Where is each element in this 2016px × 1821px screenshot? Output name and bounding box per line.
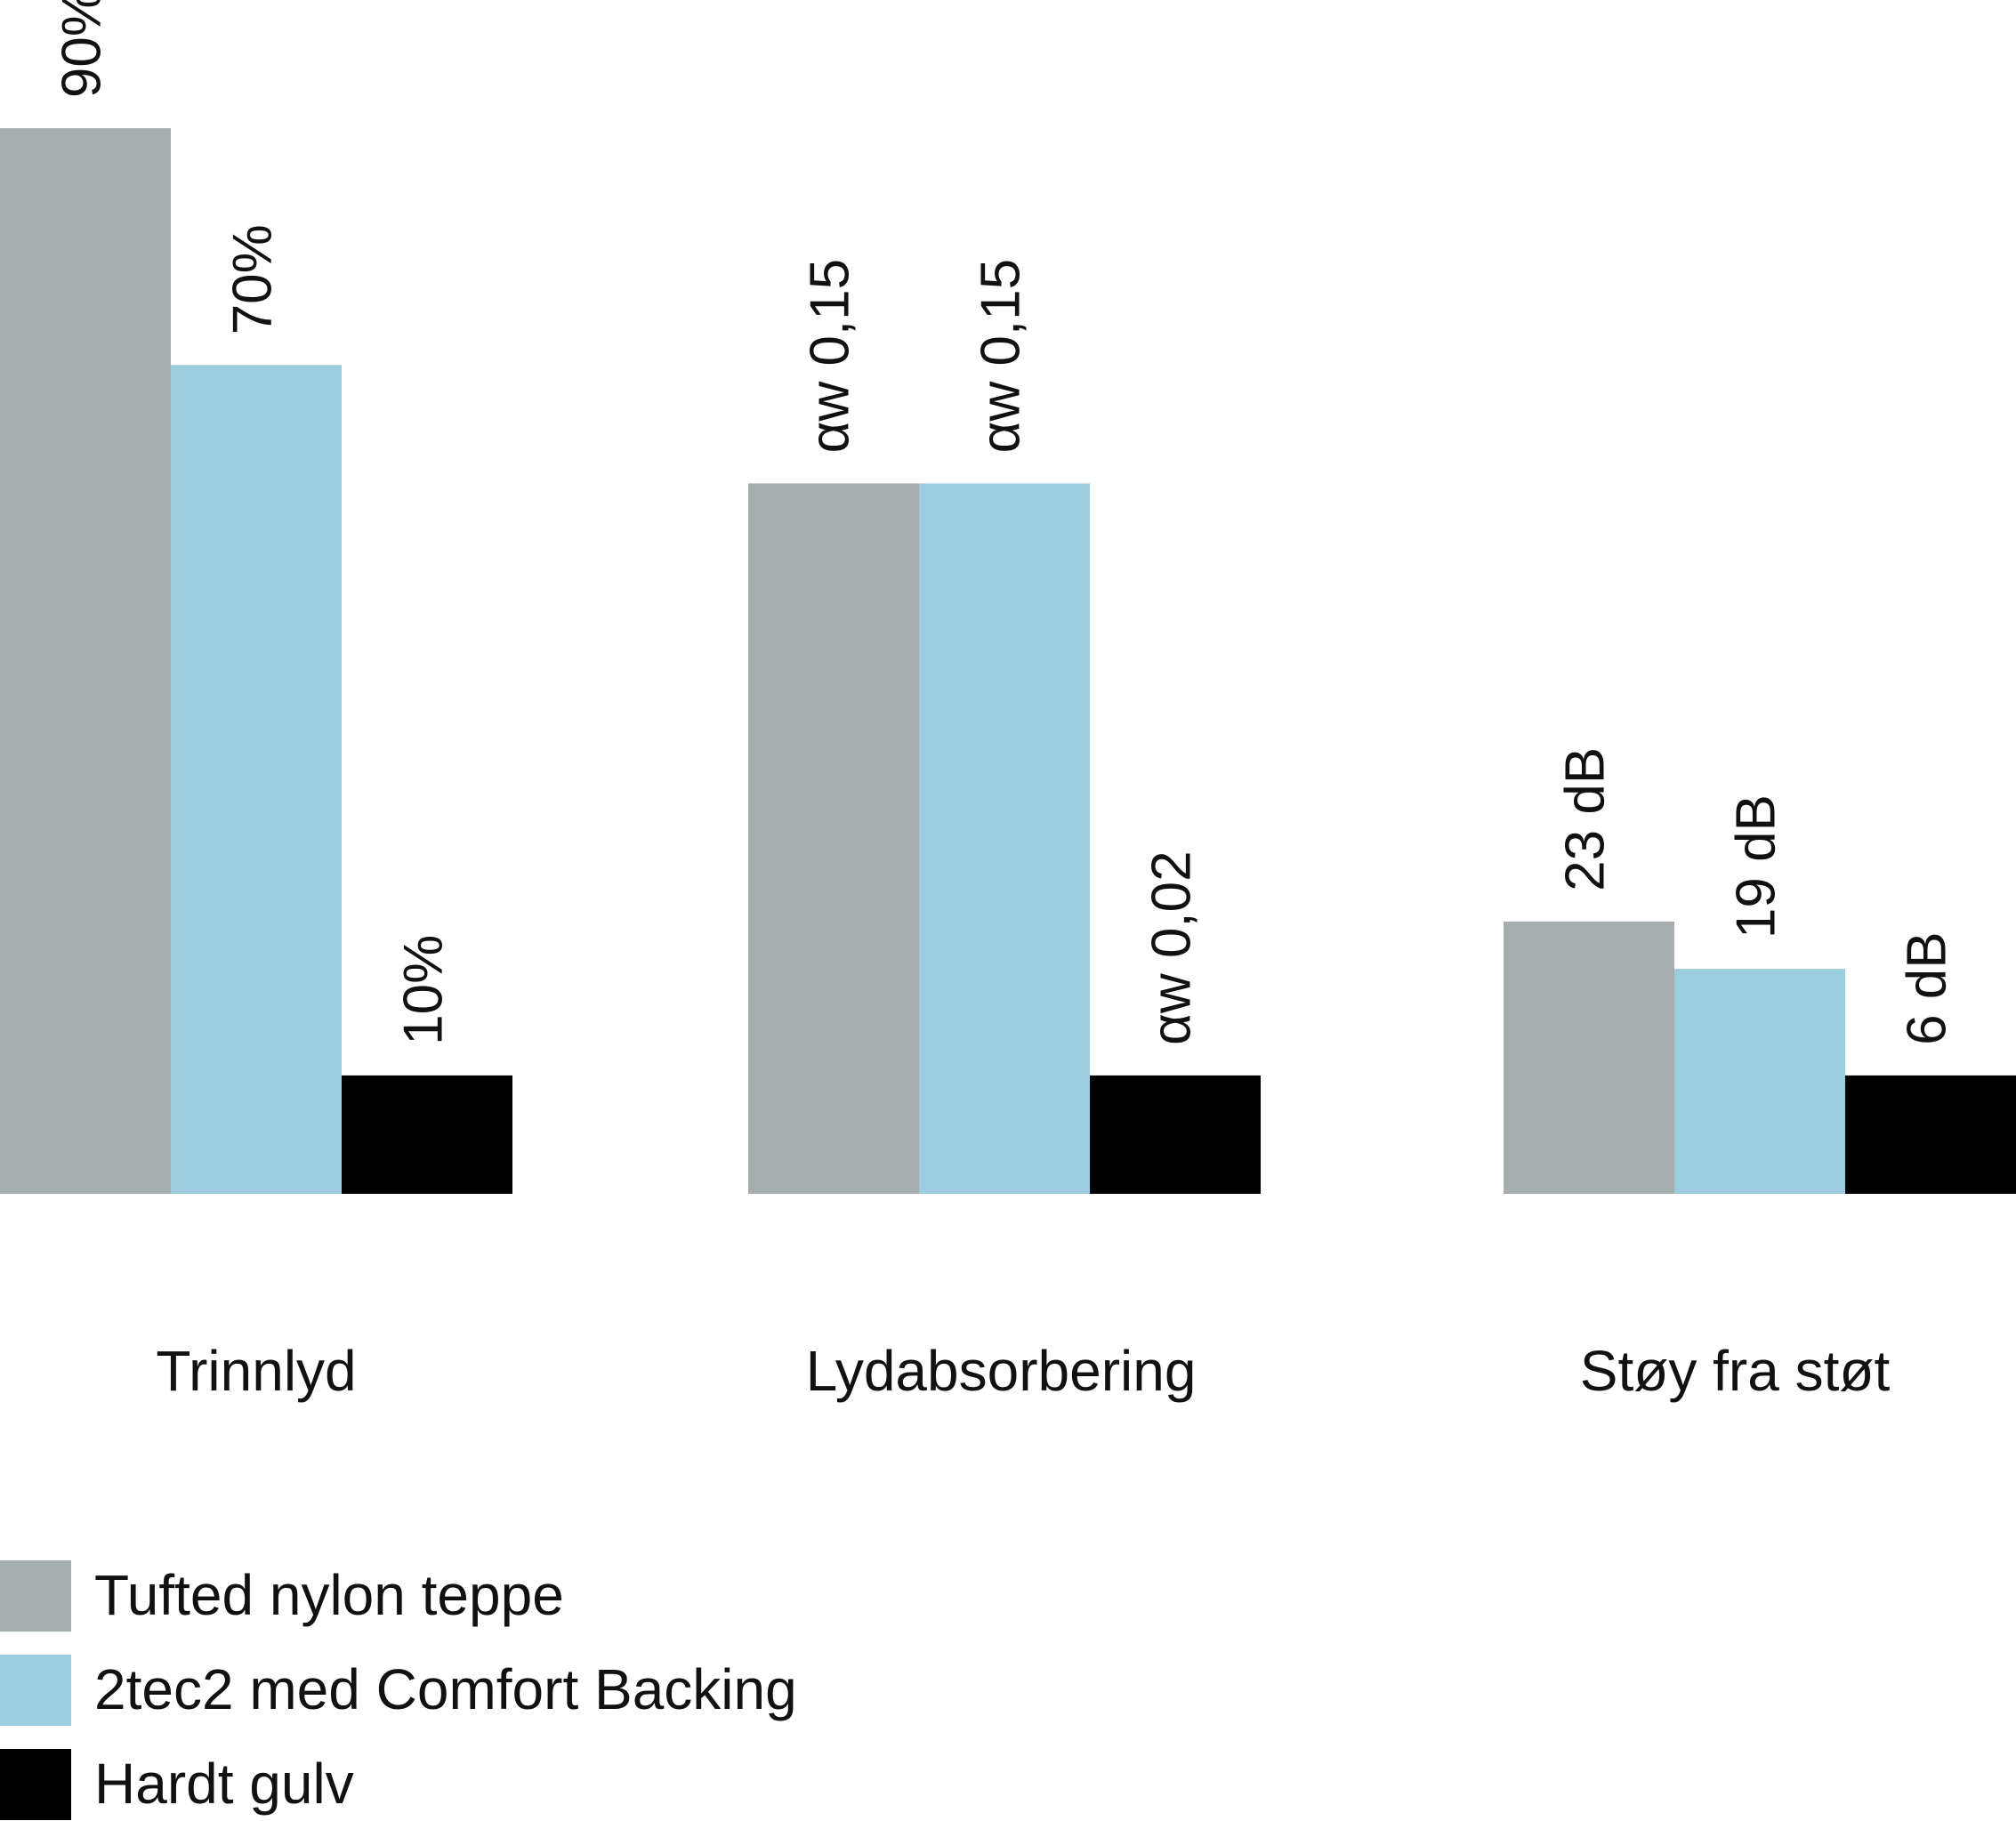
data-label-stoy-fra-stot-hardt-gulv: 6 dB	[1896, 931, 1957, 1045]
bar-lydabsorbering-hardt-gulv	[1090, 1075, 1261, 1194]
legend-label-2tec2-med-comfort-backing: 2tec2 med Comfort Backing	[94, 1657, 797, 1721]
legend-swatch-hardt-gulv	[0, 1749, 71, 1820]
bar-trinnlyd-2tec2-med-comfort-backing	[171, 365, 342, 1194]
data-label-trinnlyd-hardt-gulv: 10%	[392, 935, 454, 1045]
bar-stoy-fra-stot-tufted-nylon-teppe	[1504, 921, 1674, 1194]
data-label-lydabsorbering-2tec2-med-comfort-backing: αw 0,15	[970, 259, 1031, 454]
bar-stoy-fra-stot-2tec2-med-comfort-backing	[1674, 969, 1845, 1194]
data-label-trinnlyd-tufted-nylon-teppe: 90%	[51, 0, 112, 98]
bar-lydabsorbering-tufted-nylon-teppe	[748, 483, 919, 1194]
legend-label-tufted-nylon-teppe: Tufted nylon teppe	[94, 1563, 564, 1627]
legend-swatch-tufted-nylon-teppe	[0, 1560, 71, 1632]
data-label-stoy-fra-stot-2tec2-med-comfort-backing: 19 dB	[1725, 794, 1786, 939]
data-label-lydabsorbering-hardt-gulv: αw 0,02	[1141, 850, 1202, 1045]
category-label-lydabsorbering: Lydabsorbering	[806, 1339, 1197, 1403]
bar-trinnlyd-tufted-nylon-teppe	[0, 128, 171, 1195]
data-label-lydabsorbering-tufted-nylon-teppe: αw 0,15	[799, 259, 860, 454]
bar-stoy-fra-stot-hardt-gulv	[1845, 1075, 2016, 1194]
data-label-trinnlyd-2tec2-med-comfort-backing: 70%	[222, 224, 283, 334]
legend-swatch-2tec2-med-comfort-backing	[0, 1655, 71, 1726]
category-label-trinnlyd: Trinnlyd	[156, 1339, 356, 1403]
bar-lydabsorbering-2tec2-med-comfort-backing	[919, 483, 1090, 1194]
bar-trinnlyd-hardt-gulv	[342, 1075, 512, 1194]
legend-label-hardt-gulv: Hardt gulv	[94, 1752, 354, 1816]
data-label-stoy-fra-stot-tufted-nylon-teppe: 23 dB	[1554, 747, 1616, 891]
category-label-stoy-fra-stot: Støy fra støt	[1580, 1339, 1891, 1403]
